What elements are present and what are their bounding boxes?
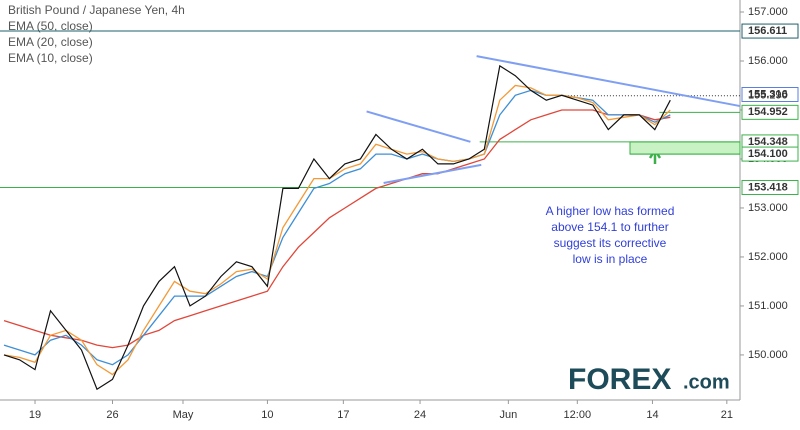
annotation: A higher low has formed <box>546 204 675 218</box>
level-label-box <box>741 179 799 195</box>
trendline <box>366 110 471 143</box>
price-line <box>3 64 671 391</box>
level-label-box <box>741 104 799 120</box>
legend-entry: EMA (10, close) <box>8 51 93 65</box>
legend-entry: EMA (20, close) <box>8 35 93 49</box>
level-label: 154.100 <box>748 148 788 160</box>
y-tick-label: 152.000 <box>748 251 788 263</box>
level-label-box <box>741 23 799 39</box>
level-label: 155.316 <box>748 88 788 100</box>
logo-text: FOREX <box>568 363 671 396</box>
last-price-label: 155.290 <box>748 90 788 102</box>
x-tick-label: 14 <box>646 409 658 421</box>
ema-line <box>3 84 671 376</box>
chart-title: British Pound / Japanese Yen, 4h <box>8 3 185 17</box>
x-tick-label: 17 <box>337 409 349 421</box>
x-tick-label: Jun <box>499 409 517 421</box>
level-label: 153.418 <box>748 181 788 193</box>
annotation: above 154.1 to further <box>551 220 668 234</box>
y-tick-label: 153.000 <box>748 202 788 214</box>
trendline <box>476 55 741 108</box>
level-label-box <box>741 87 799 103</box>
x-tick-label: 24 <box>414 409 426 421</box>
level-label: 154.952 <box>748 106 788 118</box>
x-tick-label: 12:00 <box>564 409 592 421</box>
y-tick-label: 150.000 <box>748 349 788 361</box>
y-tick-label: 151.000 <box>748 300 788 312</box>
x-tick-label: 19 <box>29 409 41 421</box>
trendline <box>383 163 482 184</box>
x-tick-label: 21 <box>721 409 733 421</box>
legend-entry: EMA (50, close) <box>8 19 93 33</box>
logo-suffix: .com <box>683 371 730 393</box>
level-label: 154.348 <box>748 136 788 148</box>
level-label-box <box>741 146 799 162</box>
annotation: low is in place <box>573 252 648 266</box>
x-tick-label: 10 <box>261 409 273 421</box>
annotation: suggest its corrective <box>554 236 667 250</box>
y-tick-label: 157.000 <box>748 6 788 18</box>
ema-line <box>3 109 671 349</box>
y-tick-label: 156.000 <box>748 55 788 67</box>
support-zone <box>629 141 741 155</box>
x-tick-label: 26 <box>106 409 118 421</box>
x-tick-label: May <box>173 409 194 421</box>
level-label: 156.611 <box>748 25 787 37</box>
